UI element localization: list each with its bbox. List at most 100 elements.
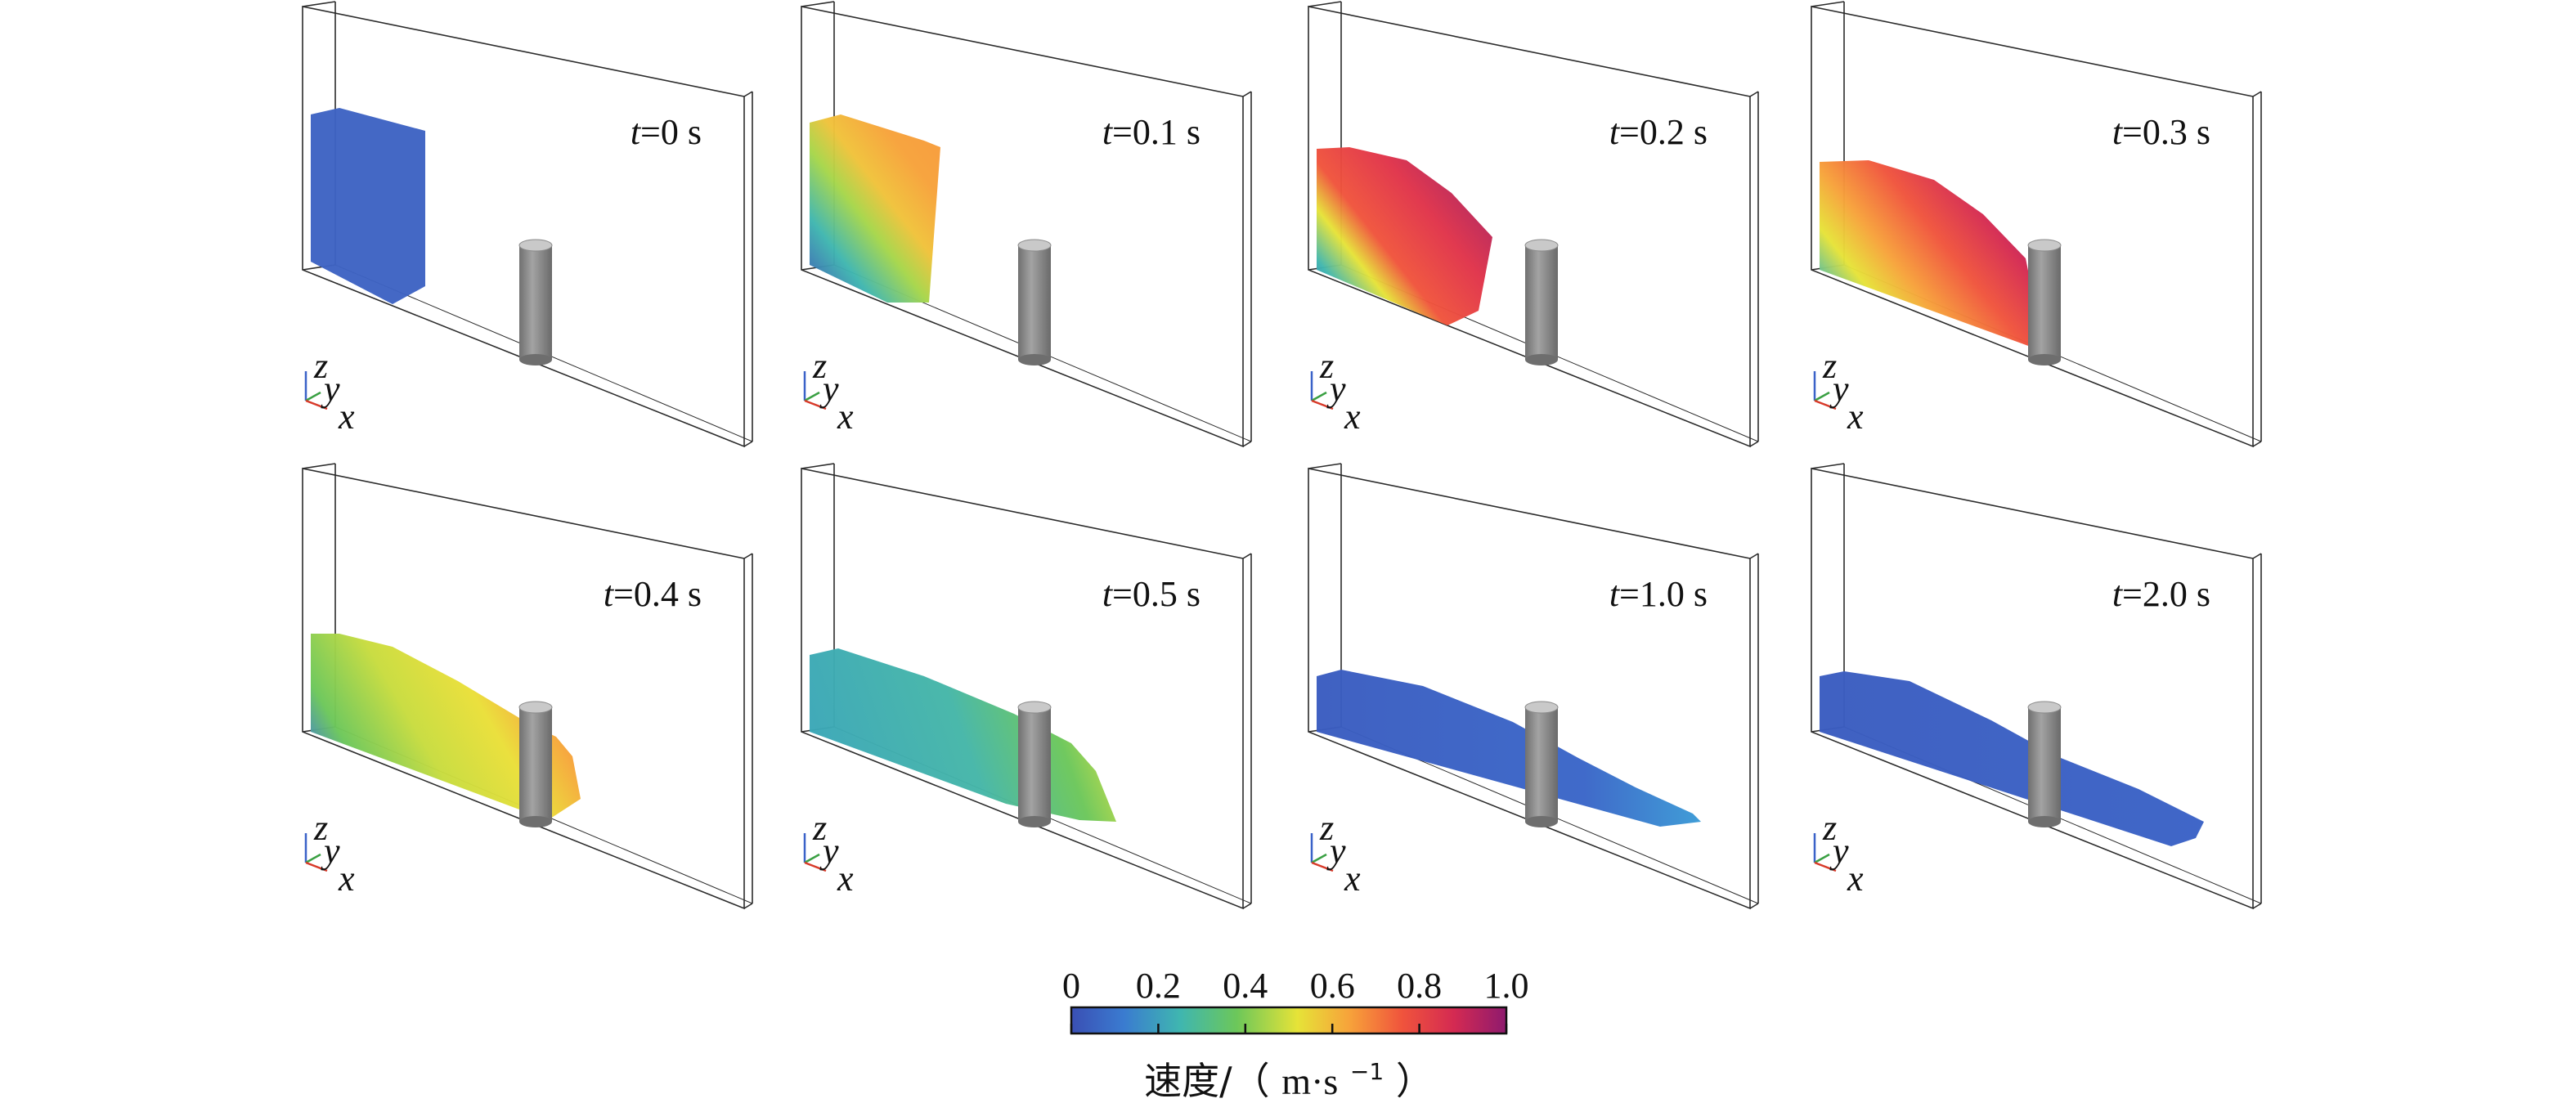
- colorbar-title: 速度/（ m·s −1 ）: [1144, 1044, 1434, 1103]
- time-symbol: t: [2112, 112, 2124, 152]
- box-edge: [1811, 1, 1845, 7]
- cylinder-base: [1525, 354, 1558, 365]
- box-edge: [1749, 441, 1759, 447]
- cylinder-body: [1525, 245, 1558, 360]
- axis-x-label: x: [338, 397, 355, 437]
- axis-x-label: x: [837, 859, 854, 899]
- cylinder-base: [519, 816, 552, 827]
- axis-z-label: z: [1822, 346, 1837, 386]
- panel: t=0.2 s zyx: [1308, 1, 1759, 448]
- axis-x-label: x: [1344, 859, 1361, 899]
- time-value: 0.5 s: [1133, 574, 1200, 614]
- axis-y-label: y: [819, 831, 839, 871]
- box-edge: [1749, 553, 1759, 559]
- cylinder-body: [1525, 707, 1558, 822]
- time-value: 2.0 s: [2143, 574, 2210, 614]
- cylinder-base: [1018, 816, 1051, 827]
- box-edge: [743, 903, 753, 909]
- time-value: 0.3 s: [2143, 112, 2210, 152]
- cylinder-top: [2027, 701, 2062, 714]
- axis-y-label: y: [819, 369, 839, 409]
- axis-y-line: [804, 391, 820, 402]
- cylinder-body: [2028, 245, 2061, 360]
- fluid-body: [1317, 147, 1492, 325]
- panel: t=0.5 s zyx: [801, 463, 1252, 910]
- axis-x-line: [305, 861, 328, 872]
- axis-triad: zyx: [803, 346, 854, 437]
- colorbar-title-prefix: 速度/（: [1144, 1059, 1270, 1103]
- axis-y-label: y: [321, 369, 340, 409]
- colorbar-title-unit: m·s: [1281, 1060, 1338, 1102]
- axis-y-label: y: [1326, 831, 1346, 871]
- axis-x-line: [305, 399, 328, 410]
- colorbar-tick-label: 0.4: [1223, 966, 1268, 1006]
- cylinder-body: [1018, 707, 1051, 822]
- panel: t=0.3 s zyx: [1811, 1, 2262, 448]
- time-label: t=0.5 s: [1102, 574, 1200, 614]
- axis-x-label: x: [338, 859, 355, 899]
- box-edge: [1242, 553, 1252, 559]
- time-equals: =: [613, 574, 634, 614]
- colorbar-gradient: [1070, 1006, 1508, 1035]
- axis-y-label: y: [321, 831, 340, 871]
- cylinder-body: [519, 707, 552, 822]
- axis-triad: zyx: [304, 808, 355, 899]
- cylinder-top: [1524, 239, 1559, 252]
- time-symbol: t: [1102, 574, 1114, 614]
- cylinder-top: [2027, 239, 2062, 252]
- time-label: t=2.0 s: [2112, 574, 2210, 614]
- box-edge: [1308, 1, 1342, 7]
- box-edge: [2252, 91, 2262, 97]
- box-edge: [1308, 463, 1342, 469]
- axis-y-label: y: [1326, 369, 1346, 409]
- axis-y-label: y: [1829, 831, 1849, 871]
- axis-x-label: x: [1847, 397, 1864, 437]
- fluid-body: [1820, 671, 2204, 846]
- axis-z-label: z: [812, 346, 827, 386]
- colorbar-ticks: 0 0.2 0.4 0.6 0.8 1.0: [1062, 966, 1529, 1034]
- axis-y-line: [804, 853, 820, 864]
- box-edge: [1811, 463, 1845, 469]
- time-value: 1.0 s: [1640, 574, 1708, 614]
- panel: t=0.1 s zyx: [801, 1, 1252, 448]
- time-equals: =: [2122, 574, 2143, 614]
- axis-y-line: [1311, 391, 1327, 402]
- time-value: 0.2 s: [1640, 112, 1708, 152]
- colorbar-tick-label: 0.2: [1136, 966, 1181, 1006]
- box-edge: [801, 463, 835, 469]
- box-edge: [302, 1, 336, 7]
- axis-triad: zyx: [304, 346, 355, 437]
- time-label: t=0 s: [631, 112, 702, 152]
- cylinder-top: [518, 239, 553, 252]
- colorbar-tick-label: 0.8: [1397, 966, 1442, 1006]
- cylinder-base: [1525, 816, 1558, 827]
- box-edge: [1242, 903, 1252, 909]
- time-value: 0 s: [661, 112, 702, 152]
- box-edge: [1749, 903, 1759, 909]
- cylinder-base: [1018, 354, 1051, 365]
- box-edge: [743, 553, 753, 559]
- time-symbol: t: [631, 112, 642, 152]
- cylinder-top: [518, 701, 553, 714]
- axis-y-line: [1311, 853, 1327, 864]
- box-edge: [2252, 553, 2262, 559]
- colorbar-title-sup: −1: [1350, 1058, 1384, 1085]
- box-edge: [2252, 441, 2262, 447]
- panel: t=0.4 s zyx: [302, 463, 753, 910]
- axis-y-line: [1814, 391, 1830, 402]
- colorbar-title-suffix: ）: [1396, 1059, 1434, 1103]
- time-equals: =: [640, 112, 661, 152]
- axis-z-label: z: [812, 808, 827, 848]
- axis-x-label: x: [837, 397, 854, 437]
- axis-x-line: [1311, 399, 1334, 410]
- box-edge: [2252, 903, 2262, 909]
- cylinder-body: [519, 245, 552, 360]
- time-label: t=0.4 s: [604, 574, 702, 614]
- fluid-body: [311, 108, 425, 304]
- cylinder-base: [2028, 354, 2061, 365]
- cylinder-body: [2028, 707, 2061, 822]
- time-equals: =: [1112, 112, 1133, 152]
- time-equals: =: [2122, 112, 2143, 152]
- axis-triad: zyx: [1813, 346, 1864, 437]
- colorbar-tick-label: 0: [1062, 966, 1080, 1006]
